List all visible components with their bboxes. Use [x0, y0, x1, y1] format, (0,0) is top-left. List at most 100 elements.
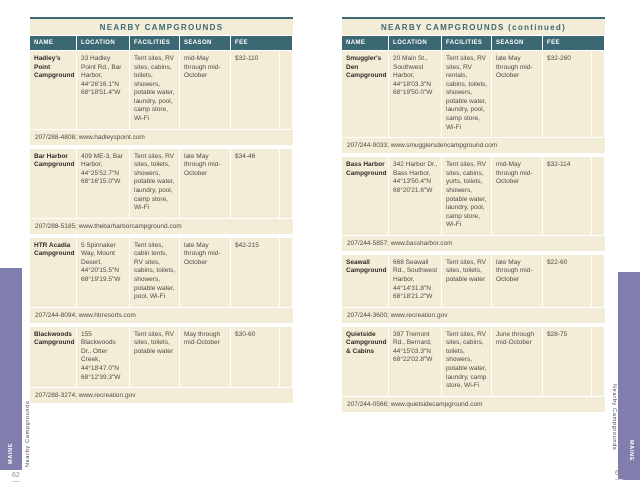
campground-row: Bass Harbor Campground 342 Harbor Dr., B…	[342, 157, 605, 235]
campground-name: Seawall Campground	[342, 254, 388, 307]
campground-row: Blackwoods Campground 155 Blackwoods Dr.…	[30, 326, 293, 388]
campground-season: late May through mid-October	[492, 254, 542, 307]
campground-location: 20 Main St., Southwest Harbor, 44°18'03.…	[389, 51, 441, 138]
column-header-name: NAME	[342, 36, 388, 50]
campground-contact: 207/288-4808; www.hadleyspoint.com	[30, 129, 293, 145]
campground-season: late May through mid-October	[492, 51, 542, 138]
campground-facilities: Tent sites, RV sites, RV rentals, cabins…	[442, 51, 491, 138]
table-title: NEARBY CAMPGROUNDS (continued)	[342, 19, 605, 35]
spacer-cell	[280, 148, 292, 218]
spacer-cell	[592, 157, 604, 235]
page-number-left: 62	[12, 472, 20, 482]
campground-location: 668 Seawall Rd., Southwest Harbor, 44°14…	[389, 254, 441, 307]
campground-facilities: Tent sites, RV sites, toilets, potable w…	[130, 326, 179, 388]
campground-fee: $28-75	[543, 326, 591, 396]
table-top-rule	[342, 17, 605, 19]
spacer-cell	[592, 254, 604, 307]
table-top-rule	[30, 17, 293, 19]
spacer-cell	[280, 51, 292, 129]
campground-facilities: Tent sites, RV sites, toilets, potable w…	[442, 254, 491, 307]
campground-fee: $34-46	[231, 148, 279, 218]
campground-block: HTR Acadia Campground 5 Spinnaker Way, M…	[30, 237, 293, 323]
campground-row: Smuggler's Den Campground 20 Main St., S…	[342, 51, 605, 138]
campground-fee: $32-114	[543, 157, 591, 235]
column-header-fee: FEE	[231, 36, 292, 50]
campground-block: Bar Harbor Campground 409 ME-3, Bar Harb…	[30, 148, 293, 234]
campground-name: Hadley's Point Campground	[30, 51, 76, 129]
campground-row: Bar Harbor Campground 409 ME-3, Bar Harb…	[30, 148, 293, 218]
campground-row: Hadley's Point Campground 33 Hadley Poin…	[30, 51, 293, 129]
spacer-cell	[592, 51, 604, 138]
column-header-facilities: FACILITIES	[130, 36, 179, 50]
campgrounds-table-left: NEARBY CAMPGROUNDS NAME LOCATION FACILIT…	[30, 17, 293, 408]
campground-season: mid-May through mid-October	[180, 51, 230, 129]
spacer-cell	[592, 326, 604, 396]
campground-contact: 207/288-5185; www.thebarharborcampground…	[30, 218, 293, 234]
campground-block: Seawall Campground 668 Seawall Rd., Sout…	[342, 254, 605, 323]
campground-row: Quietside Campground & Cabins 397 Tremon…	[342, 326, 605, 396]
campground-facilities: Tent sites, RV sites, cabins, toilets, s…	[442, 326, 491, 396]
column-header-facilities: FACILITIES	[442, 36, 491, 50]
campground-name: Bass Harbor Campground	[342, 157, 388, 235]
campground-season: June through mid-October	[492, 326, 542, 396]
campground-season: late May through mid-October	[180, 237, 230, 307]
spine-section-label: Nearby Campgrounds	[611, 384, 617, 451]
column-header-season: SEASON	[180, 36, 230, 50]
campground-fee: $32-260	[543, 51, 591, 138]
campground-name: Quietside Campground & Cabins	[342, 326, 388, 396]
spine-state-label: MAINE	[8, 442, 14, 464]
campgrounds-table-right: NEARBY CAMPGROUNDS (continued) NAME LOCA…	[342, 17, 605, 416]
table-body: Smuggler's Den Campground 20 Main St., S…	[342, 51, 605, 412]
campground-block: Blackwoods Campground 155 Blackwoods Dr.…	[30, 326, 293, 404]
campground-contact: 207/244-3600; www.recreation.gov	[342, 307, 605, 323]
campground-fee: $32-110	[231, 51, 279, 129]
page-number-right: 63	[615, 470, 623, 480]
table-header-row: NAME LOCATION FACILITIES SEASON FEE	[30, 36, 293, 50]
campground-season: mid-May through mid-October	[492, 157, 542, 235]
table-header-row: NAME LOCATION FACILITIES SEASON FEE	[342, 36, 605, 50]
campground-location: 397 Tremont Rd., Bernard, 44°15'03.3"N 6…	[389, 326, 441, 396]
spine-strip-right	[618, 272, 640, 480]
table-title: NEARBY CAMPGROUNDS	[30, 19, 293, 35]
column-header-location: LOCATION	[389, 36, 441, 50]
column-header-name: NAME	[30, 36, 76, 50]
campground-fee: $42-215	[231, 237, 279, 307]
column-header-season: SEASON	[492, 36, 542, 50]
campground-contact: 207/244-8094; www.htrresorts.com	[30, 307, 293, 323]
spacer-cell	[280, 326, 292, 388]
campground-contact: 207/244-9033; www.smugglersdencampground…	[342, 138, 605, 154]
campground-block: Quietside Campground & Cabins 397 Tremon…	[342, 326, 605, 412]
spacer-cell	[280, 237, 292, 307]
campground-facilities: Tent sites, cabin tents, RV sites, cabin…	[130, 237, 179, 307]
campground-name: HTR Acadia Campground	[30, 237, 76, 307]
campground-contact: 207/244-5857; www.bassharbor.com	[342, 235, 605, 251]
campground-row: HTR Acadia Campground 5 Spinnaker Way, M…	[30, 237, 293, 307]
spine-strip-left	[0, 268, 22, 470]
campground-name: Bar Harbor Campground	[30, 148, 76, 218]
campground-location: 33 Hadley Point Rd., Bar Harbor, 44°26'1…	[77, 51, 129, 129]
campground-fee: $30-60	[231, 326, 279, 388]
campground-facilities: Tent sites, RV sites, cabins, yurts, toi…	[442, 157, 491, 235]
campground-name: Smuggler's Den Campground	[342, 51, 388, 138]
campground-location: 155 Blackwoods Dr., Otter Creek, 44°18'4…	[77, 326, 129, 388]
campground-row: Seawall Campground 668 Seawall Rd., Sout…	[342, 254, 605, 307]
spine-section-label: Nearby Campgrounds	[25, 400, 31, 467]
campground-block: Bass Harbor Campground 342 Harbor Dr., B…	[342, 157, 605, 251]
campground-fee: $22-60	[543, 254, 591, 307]
campground-name: Blackwoods Campground	[30, 326, 76, 388]
column-header-location: LOCATION	[77, 36, 129, 50]
campground-contact: 207/288-3274; www.recreation.gov	[30, 388, 293, 404]
campground-contact: 207/244-0566; www.quietsidecampground.co…	[342, 396, 605, 412]
table-body: Hadley's Point Campground 33 Hadley Poin…	[30, 51, 293, 404]
column-header-fee: FEE	[543, 36, 604, 50]
campground-facilities: Tent sites, RV sites, cabins, toilets, s…	[130, 51, 179, 129]
campground-season: May through mid-October	[180, 326, 230, 388]
campground-block: Smuggler's Den Campground 20 Main St., S…	[342, 51, 605, 154]
campground-facilities: Tent sites, RV sites, toilets, showers, …	[130, 148, 179, 218]
campground-location: 409 ME-3, Bar Harbor, 44°25'52.7"N 68°16…	[77, 148, 129, 218]
spine-state-label: MAINE	[628, 440, 634, 462]
campground-location: 342 Harbor Dr., Bass Harbor, 44°13'50.4"…	[389, 157, 441, 235]
campground-season: late May through mid-October	[180, 148, 230, 218]
campground-block: Hadley's Point Campground 33 Hadley Poin…	[30, 51, 293, 145]
campground-location: 5 Spinnaker Way, Mount Desert, 44°20'15.…	[77, 237, 129, 307]
